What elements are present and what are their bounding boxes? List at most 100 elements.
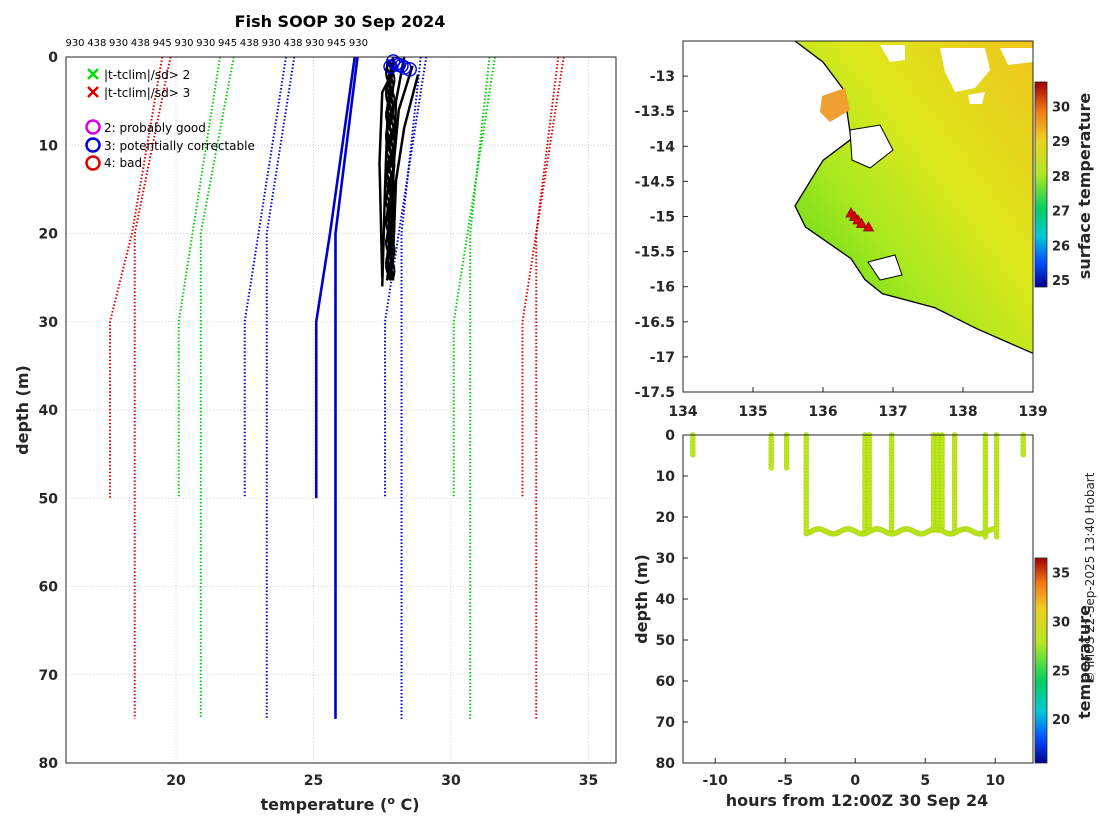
profile-line: [521, 56, 565, 499]
y-tick-label: 70: [39, 668, 59, 684]
colorbar-tick-label: 29: [1052, 135, 1070, 150]
profile-grid: [66, 56, 616, 764]
sst-colorbar-label: surface temperature: [1075, 93, 1094, 280]
x-tick-label: 0: [850, 773, 860, 789]
data-point: [783, 464, 790, 471]
y-tick-label: 10: [39, 138, 59, 154]
data-point: [1020, 451, 1027, 458]
profile-line: [265, 56, 296, 719]
time-depth-x-axis-label: hours from 12:00Z 30 Sep 24: [726, 791, 988, 810]
profile-top-labels: 930 438 930 438 945 930 930 945 438 930 438 930 945 9…: [65, 38, 367, 49]
y-tick-label: -13.5: [635, 104, 675, 120]
legend-label: |t-tclim|/sd> 3: [104, 86, 190, 100]
legend-label: 3: potentially correctable: [104, 139, 255, 153]
cast-marker: [862, 221, 875, 232]
x-tick-label: 10: [985, 773, 1005, 789]
x-tick-label: -10: [703, 773, 729, 789]
cross-marker-icon: [87, 68, 99, 80]
top-probe-label: 930: [196, 38, 215, 49]
top-probe-label: 930: [349, 38, 368, 49]
y-tick-label: -16: [650, 280, 675, 296]
profile-x-axis-label: temperature (o C): [260, 794, 419, 815]
y-tick-label: 80: [39, 756, 59, 772]
cross-marker-icon: [87, 86, 99, 98]
y-tick-label: 70: [656, 715, 676, 731]
credit-text: © IMOS 22-Sep-2025 13:40 Hobart: [1083, 472, 1097, 683]
cast-marker: [855, 217, 868, 228]
y-tick-label: 10: [656, 469, 676, 485]
colorbar-tick-label: 35: [1052, 567, 1070, 582]
flag-point: [391, 57, 406, 73]
y-tick-label: -17: [650, 350, 675, 366]
legend-label: 4: bad: [104, 156, 142, 170]
y-tick-label: 50: [656, 633, 676, 649]
x-tick-label: 135: [738, 404, 767, 420]
temperature-colorbar: [1034, 557, 1048, 764]
y-tick-label: -16.5: [635, 315, 675, 331]
temperature-colorbar-label: temperature: [1075, 605, 1094, 719]
y-tick-label: 20: [39, 227, 59, 243]
y-tick-label: 30: [656, 551, 676, 567]
x-tick-label: 20: [166, 773, 186, 789]
profile-line: [384, 56, 428, 499]
colorbar-tick-label: 26: [1052, 239, 1070, 254]
profile-line: [314, 56, 357, 499]
profile-line: [177, 56, 221, 499]
top-probe-label: 930: [262, 38, 281, 49]
flag-point: [383, 59, 398, 74]
circle-marker-icon: [85, 137, 101, 153]
colorbar-tick-label: 28: [1052, 170, 1070, 185]
y-tick-label: -13: [650, 69, 675, 85]
y-tick-label: 30: [39, 315, 59, 331]
x-tick-label: 30: [441, 773, 461, 789]
profile-trace: [386, 59, 395, 281]
profile-trace: [386, 59, 395, 281]
legend-item-probably-good: 2: probably good: [85, 119, 206, 135]
colorbar-tick-label: 30: [1052, 615, 1070, 630]
profile-plot-area: [66, 57, 616, 763]
time-depth-points: [690, 432, 1027, 540]
profile-flag-points: [383, 54, 417, 77]
legend-item-sd3: |t-tclim|/sd> 3: [87, 86, 190, 100]
profile-line: [452, 56, 496, 499]
y-tick-label: -15: [650, 210, 675, 226]
x-tick-label: 35: [579, 773, 598, 789]
colorbar-tick-label: 27: [1052, 205, 1070, 220]
cast-markers: [845, 207, 875, 232]
time-depth-ticks: -10 -5 0 5 10 0 10 20 30 40 50 60 70 80: [656, 428, 1006, 789]
y-tick-label: 40: [656, 592, 676, 608]
top-probe-label: 438: [87, 38, 106, 49]
y-tick-label: 40: [39, 403, 59, 419]
profile-line: [334, 56, 359, 719]
sst-colorbar: [1034, 81, 1048, 288]
y-tick-label: 60: [656, 674, 676, 690]
top-probe-label: 438: [240, 38, 259, 49]
profile-legend: |t-tclim|/sd> 2 |t-tclim|/sd> 3 2: proba…: [85, 68, 255, 171]
circle-marker-icon: [85, 155, 101, 171]
top-probe-label: 438: [131, 38, 150, 49]
profile-line: [133, 56, 172, 719]
map-ticks: 134 135 136 137 138 139 -13 -13.5 -14 -14.5 -15 -15…: [635, 69, 1048, 420]
profile-line: [243, 56, 287, 499]
y-tick-label: 60: [39, 580, 59, 596]
profile-series: [109, 56, 565, 719]
y-tick-label: 0: [48, 50, 58, 66]
top-probe-label: 930: [65, 38, 84, 49]
top-probe-label: 438: [283, 38, 302, 49]
profile-line: [535, 56, 560, 719]
top-probe-label: 930: [305, 38, 324, 49]
top-probe-label: 945: [153, 38, 172, 49]
x-tick-label: 138: [948, 404, 977, 420]
top-probe-label: 945: [327, 38, 346, 49]
y-tick-label: 0: [665, 428, 675, 444]
profile-axes-box: [65, 56, 617, 764]
time-depth-chart: -10 -5 0 5 10 0 10 20 30 40 50 60 70 80 hours from 12…: [632, 428, 1094, 810]
x-tick-label: 25: [304, 773, 323, 789]
colorbar-tick-label: 30: [1052, 100, 1070, 115]
circle-marker-icon: [85, 119, 101, 135]
top-probe-label: 930: [109, 38, 128, 49]
y-tick-label: -14: [650, 139, 676, 155]
data-point: [690, 451, 696, 458]
legend-item-sd2: |t-tclim|/sd> 2: [87, 68, 190, 82]
profile-line: [199, 56, 235, 719]
